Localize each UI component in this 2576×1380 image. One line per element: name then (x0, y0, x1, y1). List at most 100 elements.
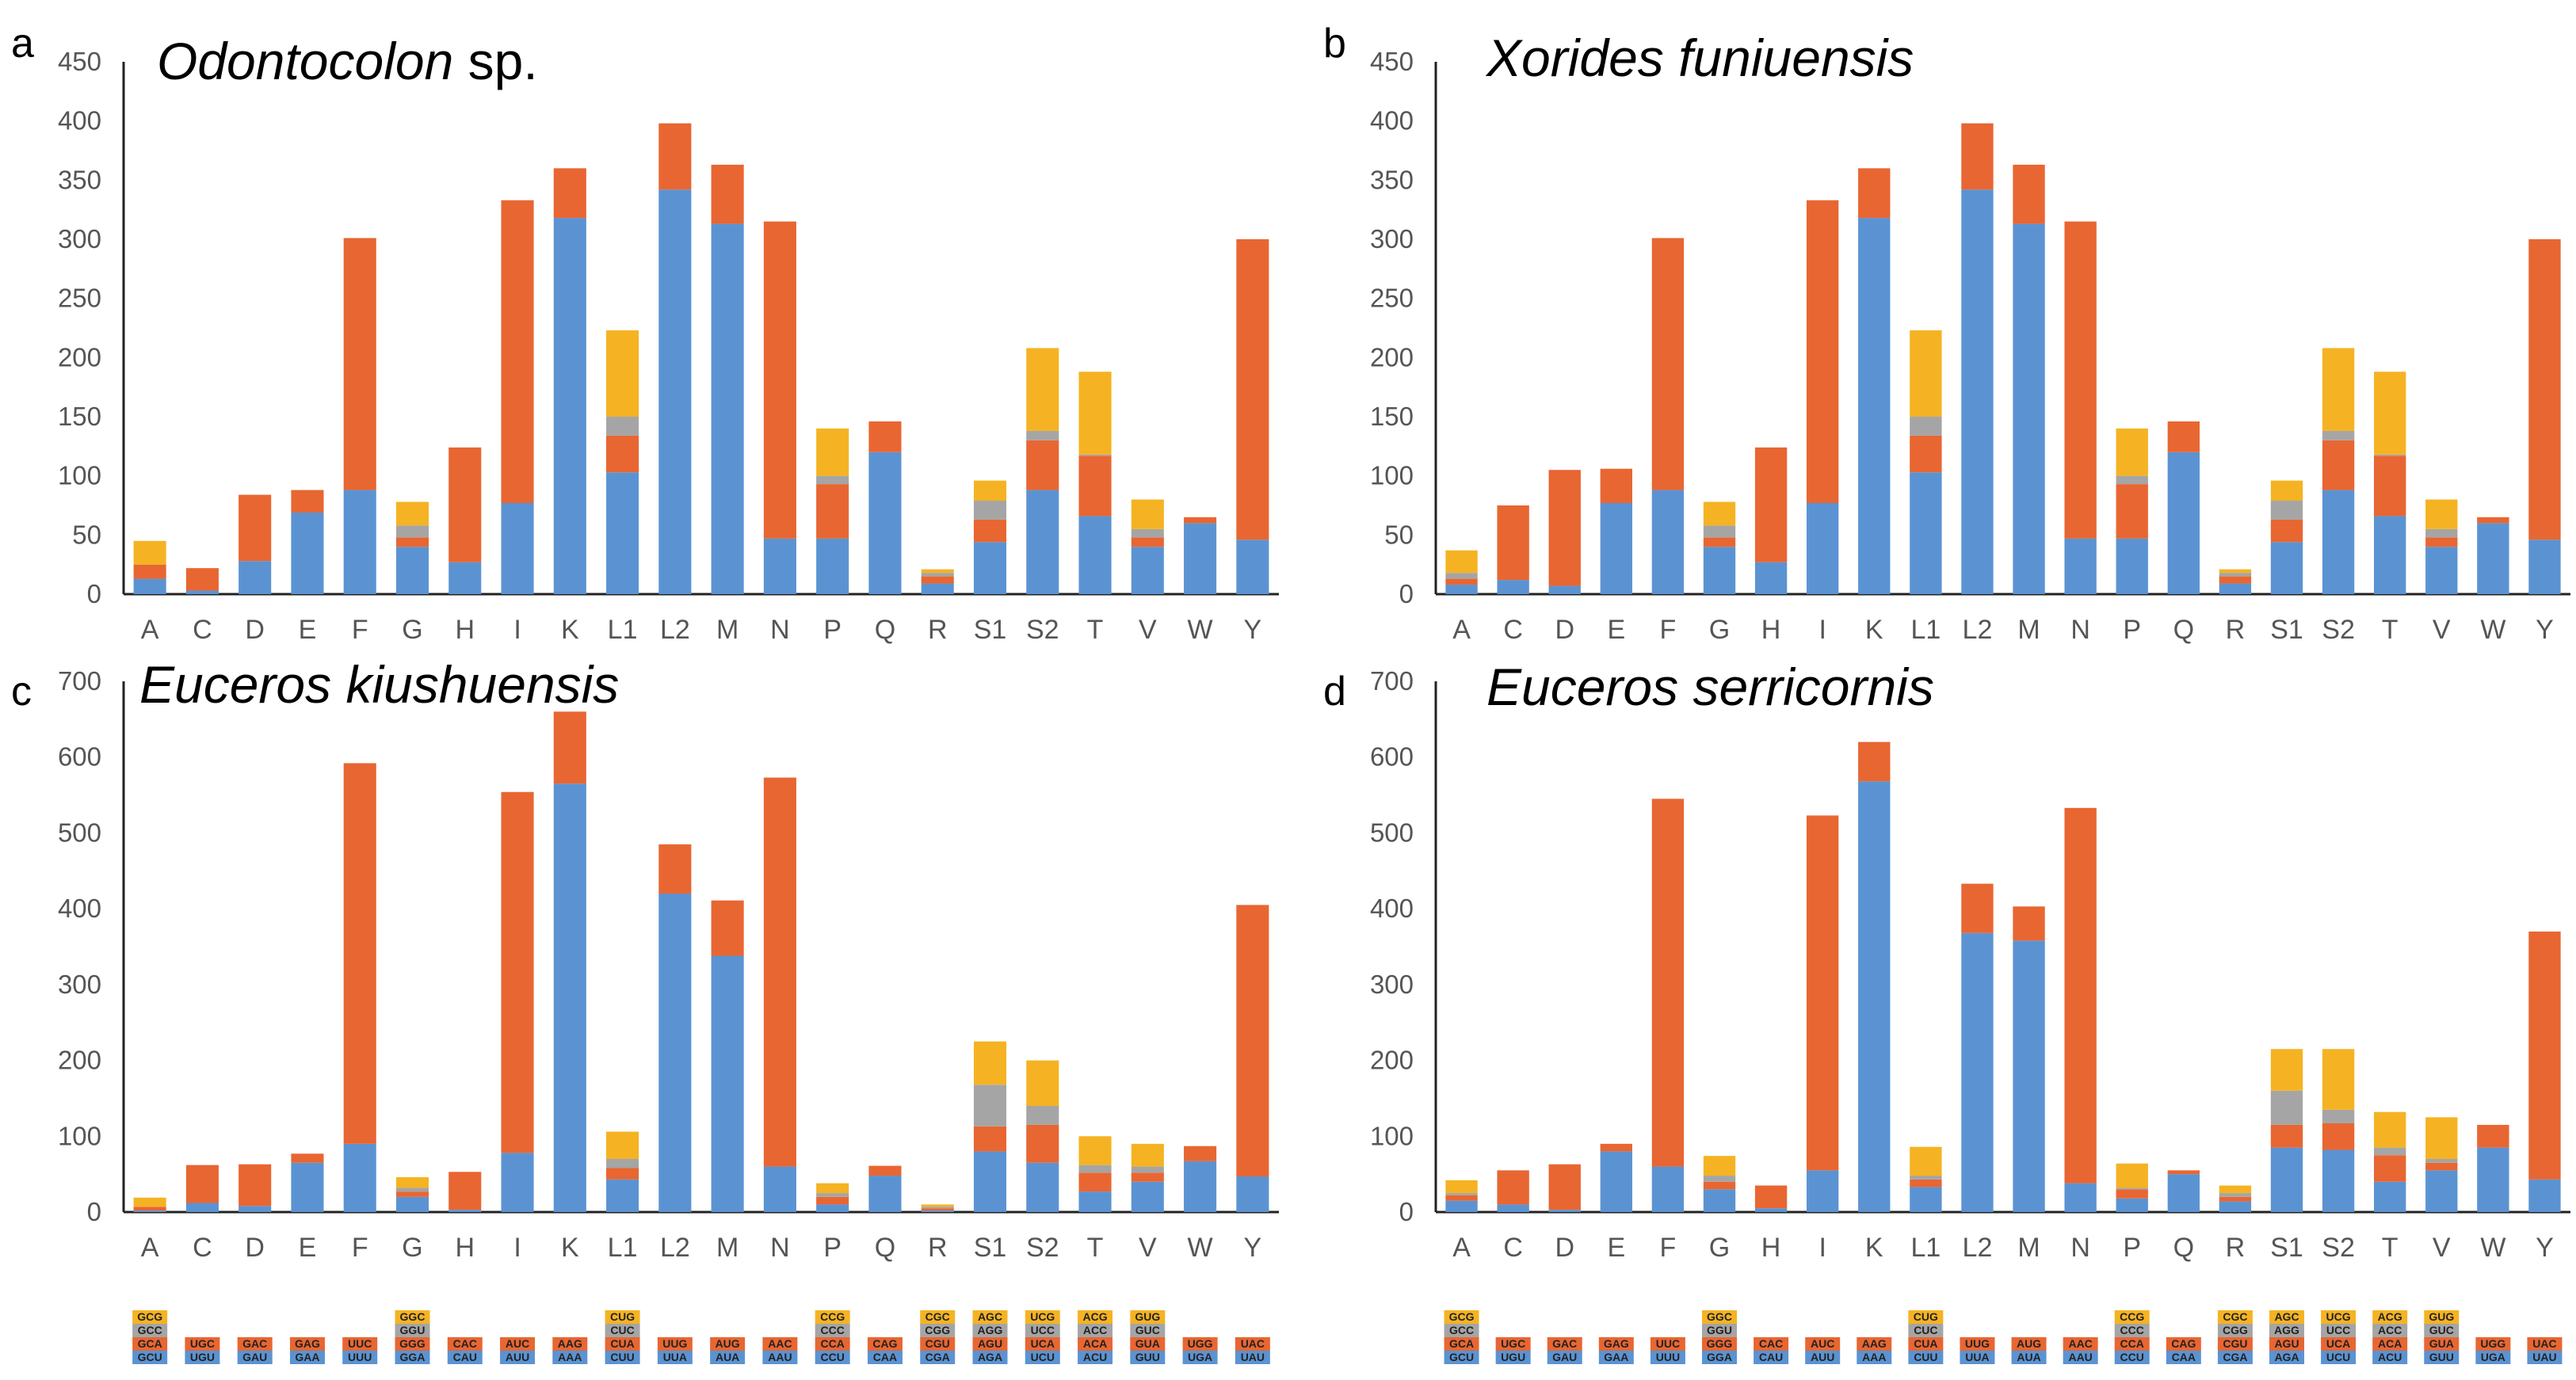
bar-G-seg4 (395, 501, 429, 526)
codon-box (1130, 1310, 1166, 1324)
bar-D-seg1 (239, 561, 272, 594)
bar-S1-seg2 (2270, 519, 2303, 543)
bar-C-seg2 (1497, 505, 1529, 581)
x-tick-label: M (2017, 1233, 2040, 1263)
x-tick-label: D (245, 615, 265, 645)
codon-label: ACU (2378, 1351, 2402, 1363)
codon-label: CUA (610, 1337, 634, 1350)
codon-label: CAC (1759, 1337, 1783, 1350)
codon-box (2217, 1324, 2253, 1337)
codon-box (2269, 1310, 2304, 1324)
bar-K-seg1 (1858, 218, 1891, 594)
bar-L1-seg2 (606, 435, 639, 473)
codon-label: CCU (821, 1351, 845, 1363)
codon-box (2269, 1351, 2304, 1364)
codon-box (1650, 1351, 1685, 1364)
y-tick-label: 450 (1370, 47, 1414, 76)
bar-S2-seg1 (1026, 490, 1059, 594)
bar-V-seg3 (1131, 1166, 1164, 1173)
codon-box (762, 1351, 798, 1364)
bar-W-seg2 (2477, 517, 2509, 524)
y-tick-label: 200 (1370, 1046, 1414, 1075)
x-tick-label: S1 (974, 1233, 1007, 1263)
codon-label: UCC (2326, 1324, 2350, 1336)
y-tick-label: 100 (1370, 461, 1414, 490)
bar-T-seg3 (2374, 454, 2406, 456)
y-tick-label: 0 (87, 1197, 101, 1226)
codon-box (2269, 1337, 2304, 1351)
codon-label: CCC (2120, 1324, 2144, 1336)
bar-L2-seg2 (1961, 123, 1994, 190)
bar-T-seg1 (2374, 1181, 2406, 1212)
y-tick-label: 300 (1370, 970, 1414, 999)
x-tick-label: Q (875, 1233, 895, 1263)
codon-label: CCU (2120, 1351, 2144, 1363)
codon-label: GGU (1707, 1324, 1732, 1336)
bar-E-seg1 (291, 1162, 324, 1212)
y-tick-label: 150 (58, 402, 101, 431)
codon-label: CUG (1914, 1310, 1938, 1323)
codon-label: GAC (1552, 1337, 1577, 1350)
codon-label: CUU (610, 1351, 634, 1363)
x-tick-label: R (928, 1233, 948, 1263)
bar-F-seg2 (343, 763, 376, 1144)
codon-box (1078, 1324, 1113, 1337)
bar-A-seg1 (133, 578, 166, 594)
bar-S2-seg3 (1026, 1106, 1059, 1125)
bar-N-seg1 (763, 538, 796, 594)
codon-label: CGC (925, 1310, 950, 1323)
codon-box (1444, 1310, 1479, 1324)
x-tick-label: G (1709, 1233, 1730, 1263)
codon-box (132, 1324, 168, 1337)
bar-Y-seg2 (1236, 905, 1269, 1177)
codon-label: GUG (2429, 1310, 2454, 1323)
x-tick-label: S2 (2322, 615, 2355, 645)
codon-box (2114, 1324, 2150, 1337)
codon-box (2527, 1337, 2563, 1351)
codon-box (395, 1337, 430, 1351)
codon-box (2114, 1337, 2150, 1351)
codon-label: AGA (2274, 1351, 2299, 1363)
bar-S2-seg4 (1026, 348, 1059, 431)
bar-S1-seg3 (2270, 501, 2303, 520)
y-tick-label: 50 (72, 520, 101, 549)
x-tick-label: I (513, 1233, 521, 1263)
codon-label: UCA (2326, 1337, 2350, 1350)
codon-box (2321, 1324, 2357, 1337)
x-tick-label: F (1660, 615, 1677, 645)
bar-N-seg2 (763, 777, 796, 1167)
bar-D-seg2 (1548, 1164, 1581, 1210)
codon-label: GCU (1449, 1351, 1474, 1363)
codon-box (1754, 1337, 1789, 1351)
bar-L1-seg3 (1910, 417, 1942, 436)
bar-D-seg2 (239, 494, 272, 562)
bar-T-seg3 (1078, 1165, 1112, 1173)
x-tick-label: I (1818, 1233, 1826, 1263)
bar-L2-seg1 (658, 189, 692, 594)
bar-R-seg1 (921, 583, 954, 594)
codon-label: ACU (1083, 1351, 1107, 1363)
codon-label: UAC (2532, 1337, 2556, 1350)
codon-label: GUA (1135, 1337, 1160, 1350)
bar-A-seg4 (1445, 550, 1478, 574)
bar-R-seg2 (2219, 1196, 2252, 1202)
bar-R-seg1 (921, 1210, 954, 1212)
x-tick-label: Y (1244, 1233, 1262, 1263)
y-tick-label: 0 (87, 579, 101, 608)
codon-box (2424, 1310, 2460, 1324)
codon-label: AAC (2068, 1337, 2092, 1350)
bar-E-seg1 (291, 512, 324, 594)
codon-box (1444, 1337, 1479, 1351)
bar-V-seg2 (1131, 1172, 1164, 1182)
bar-S2-seg4 (1026, 1060, 1059, 1106)
x-tick-label: K (561, 1233, 579, 1263)
x-tick-label: R (2226, 1233, 2246, 1263)
codon-label: GAA (1604, 1351, 1628, 1363)
codon-label: AAA (558, 1351, 582, 1363)
bar-Q-seg2 (868, 421, 902, 452)
y-tick-label: 200 (58, 1046, 101, 1075)
codon-label: UCG (2326, 1310, 2351, 1323)
bar-K-seg2 (1858, 741, 1891, 782)
codon-box (867, 1351, 903, 1364)
codon-box (1130, 1337, 1166, 1351)
